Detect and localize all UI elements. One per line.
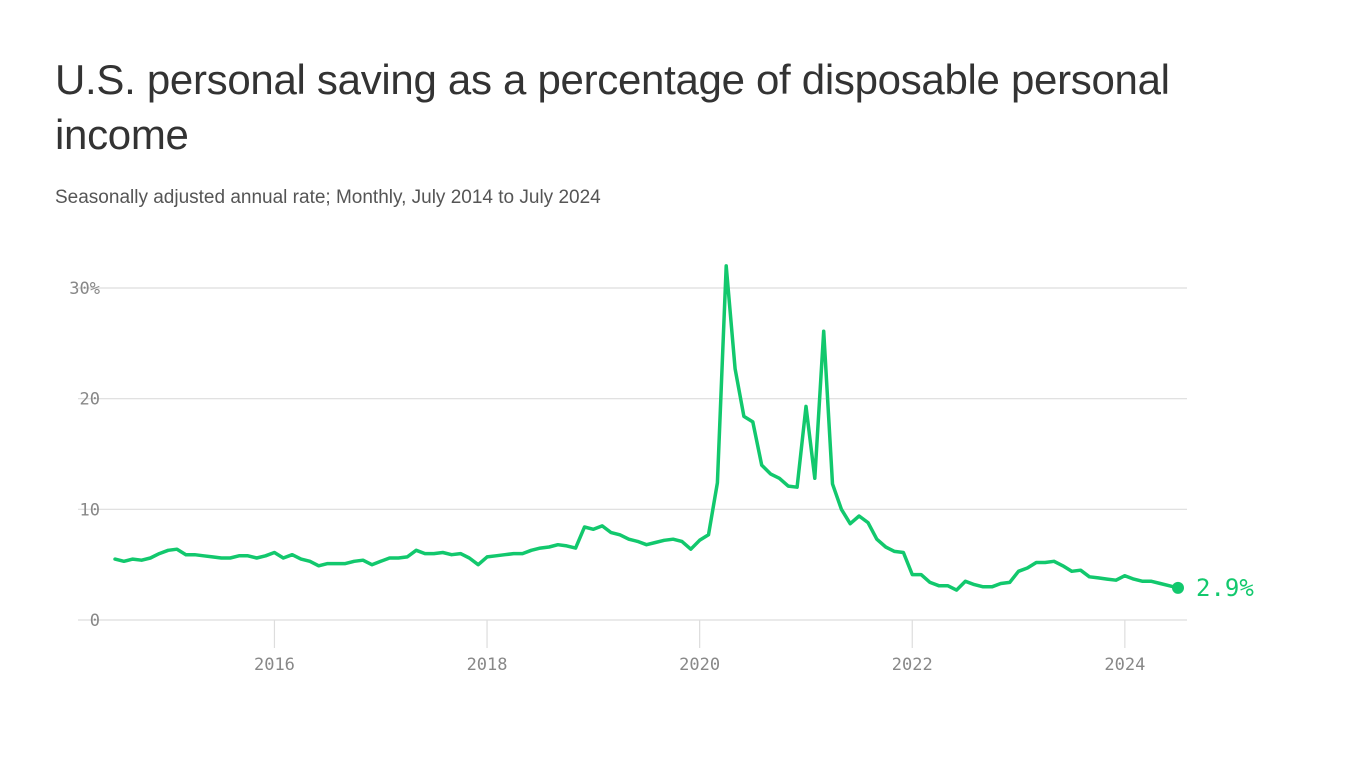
x-tick-label: 2020 — [679, 655, 720, 675]
end-value-label: 2.9% — [1196, 574, 1254, 602]
end-point-marker — [1172, 581, 1184, 594]
y-tick-label: 10 — [80, 500, 100, 520]
y-tick-label: 20 — [80, 390, 100, 410]
y-tick-label: 30% — [69, 279, 100, 299]
y-axis-ticks: 0 10 20 30% — [69, 279, 100, 631]
x-tick-label: 2022 — [892, 655, 933, 675]
gridlines — [78, 287, 1187, 621]
series-layer — [113, 264, 1180, 592]
x-tick-label: 2016 — [254, 655, 295, 675]
chart-subtitle: Seasonally adjusted annual rate; Monthly… — [55, 187, 601, 208]
x-tick-label: 2024 — [1104, 655, 1145, 675]
series-line — [113, 264, 1180, 592]
x-axis-ticks: 2016 2018 2020 2022 2024 — [254, 620, 1145, 675]
y-tick-label: 0 — [90, 611, 100, 631]
x-tick-label: 2018 — [467, 655, 508, 675]
chart-title: U.S. personal saving as a percentage of … — [55, 56, 1170, 158]
